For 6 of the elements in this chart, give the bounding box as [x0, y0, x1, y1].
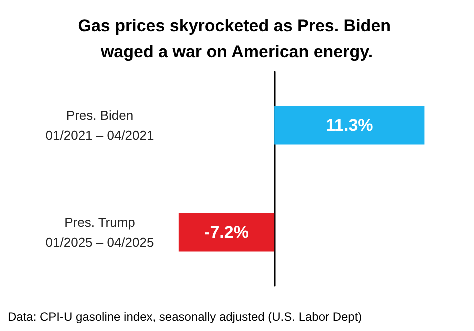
data-label: 11.3% [326, 116, 374, 135]
chart-title: Gas prices skyrocketed as Pres. Biden waged a war on American energy. [78, 16, 396, 62]
y-tick-label: Pres. Trump 01/2025 – 04/2025 [46, 215, 154, 250]
y-tick-label: Pres. Biden 01/2021 – 04/2021 [46, 108, 154, 143]
data-label: -7.2% [204, 223, 249, 242]
text: Data: CPI-U gasoline index, seasonally adjusted (U.S. Labor Dept) [8, 310, 362, 324]
